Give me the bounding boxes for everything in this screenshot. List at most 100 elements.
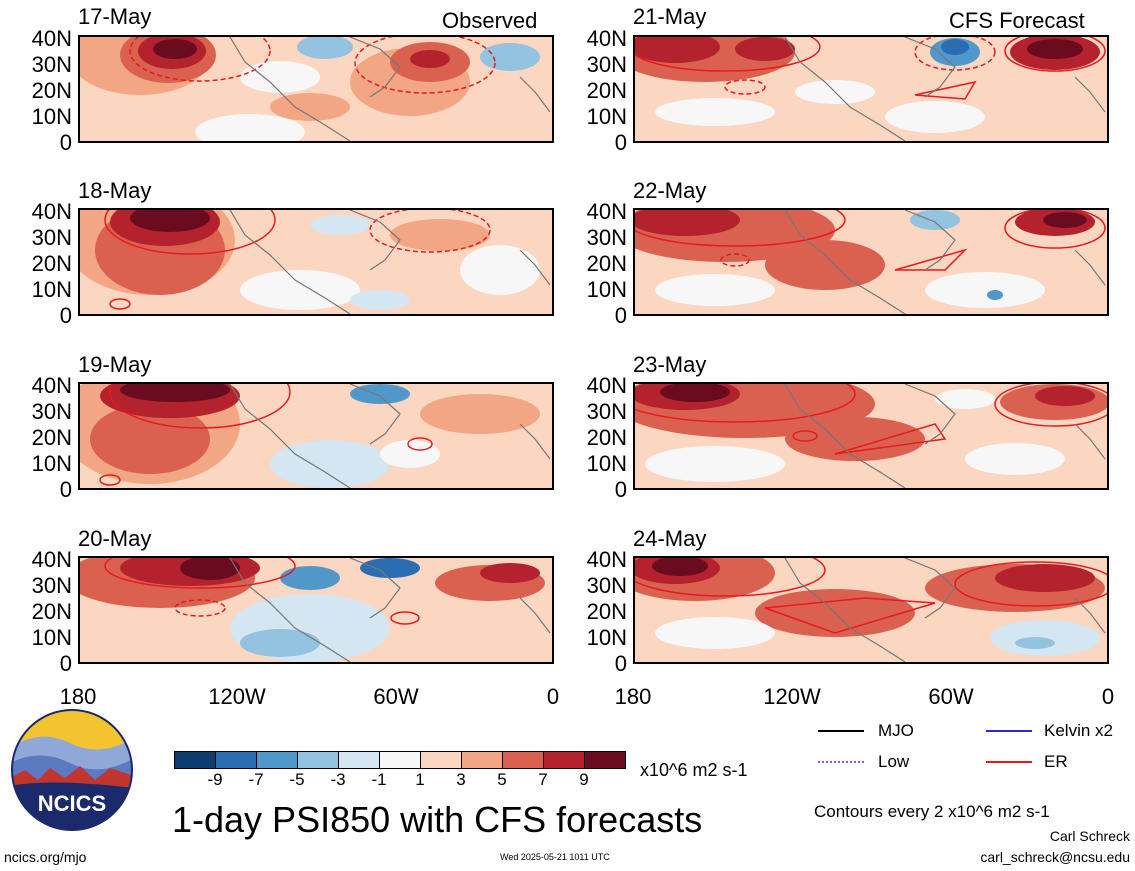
colorbar-tick: -7: [248, 770, 264, 789]
colorbar-tick: -9: [207, 770, 223, 789]
colorbar-tick: 5: [497, 770, 507, 789]
lon-label: 0: [1101, 684, 1115, 709]
psi850-map: [80, 210, 552, 314]
legend-label-mjo: MJO: [878, 721, 914, 740]
map-panel: [78, 35, 554, 143]
footer-email[interactable]: carl_schreck@ncsu.edu: [980, 849, 1130, 865]
lat-label: 40N: [586, 26, 627, 51]
lat-label: 40N: [31, 199, 72, 224]
psi850-map: [80, 384, 552, 488]
contour-note: Contours every 2 x10^6 m2 s-1: [814, 802, 1050, 821]
panel-date-label: 17-May: [78, 4, 152, 29]
lat-label: 40N: [586, 373, 627, 398]
colorbar-swatch: [174, 751, 216, 769]
map-panel: [633, 208, 1109, 316]
legend-line-er: [986, 761, 1032, 763]
lat-label: 30N: [31, 52, 72, 77]
colorbar-tick: 1: [415, 770, 425, 789]
logo-text: NCICS: [38, 791, 106, 816]
colorbar-tick: -5: [289, 770, 305, 789]
colorbar-swatch: [297, 751, 339, 769]
lat-label: 10N: [586, 277, 627, 302]
lon-label: 120W: [208, 684, 266, 709]
figure-title: 1-day PSI850 with CFS forecasts: [172, 799, 703, 840]
lat-label: 40N: [31, 547, 72, 572]
forecast-label: CFS Forecast: [949, 8, 1085, 33]
footer-timestamp: Wed 2025-05-21 1011 UTC: [500, 852, 610, 862]
colorbar-swatch: [256, 751, 298, 769]
lat-label: 30N: [586, 225, 627, 250]
lat-label: 0: [614, 477, 627, 502]
lat-label: 20N: [31, 78, 72, 103]
lat-label: 0: [59, 651, 72, 676]
lon-label: 60W: [928, 684, 974, 709]
colorbar-tick: -3: [330, 770, 346, 789]
colorbar-swatch: [215, 751, 257, 769]
lat-label: 10N: [586, 451, 627, 476]
lat-label: 30N: [586, 573, 627, 598]
lat-label: 10N: [586, 625, 627, 650]
colorbar-swatch: [338, 751, 380, 769]
lat-label: 30N: [31, 573, 72, 598]
lat-label: 0: [614, 303, 627, 328]
map-panel: [78, 208, 554, 316]
lat-label: 40N: [31, 373, 72, 398]
panel-date-label: 19-May: [78, 352, 152, 377]
lat-label: 30N: [31, 399, 72, 424]
psi850-map: [635, 558, 1107, 662]
legend-label-low: Low: [878, 752, 910, 771]
lat-label: 0: [59, 130, 72, 155]
lat-label: 0: [614, 130, 627, 155]
lat-label: 10N: [586, 104, 627, 129]
panel-date-label: 23-May: [633, 352, 707, 377]
lat-label: 10N: [31, 451, 72, 476]
colorbar-units: x10^6 m2 s-1: [640, 760, 748, 780]
lat-label: 40N: [586, 547, 627, 572]
lat-label: 40N: [586, 199, 627, 224]
lon-label: 180: [59, 684, 97, 709]
footer-url[interactable]: ncics.org/mjo: [4, 849, 87, 865]
legend-line-low: [818, 761, 864, 763]
map-panel: [78, 382, 554, 490]
psi850-map: [635, 384, 1107, 488]
lon-label: 120W: [763, 684, 821, 709]
panel-date-label: 22-May: [633, 178, 707, 203]
ncics-logo-icon: NCICS: [11, 709, 133, 831]
panel-date-label: 20-May: [78, 526, 152, 551]
colorbar-tick: 3: [456, 770, 466, 789]
ncics-logo: NCICS: [10, 708, 134, 832]
lat-label: 0: [59, 303, 72, 328]
footer-author: Carl Schreck: [1049, 828, 1130, 844]
legend-label-kelvin: Kelvin x2: [1044, 721, 1113, 740]
lat-label: 10N: [31, 277, 72, 302]
lat-label: 30N: [31, 225, 72, 250]
map-panel: [78, 556, 554, 664]
lat-label: 0: [614, 651, 627, 676]
lat-label: 30N: [586, 52, 627, 77]
lon-label: 0: [546, 684, 560, 709]
psi850-map: [635, 210, 1107, 314]
lat-label: 20N: [586, 78, 627, 103]
panel-date-label: 18-May: [78, 178, 152, 203]
legend-label-er: ER: [1044, 752, 1068, 771]
colorbar-swatch: [379, 751, 421, 769]
lon-label: 180: [614, 684, 652, 709]
colorbar-swatch: [420, 751, 462, 769]
map-panel: [633, 556, 1109, 664]
colorbar-swatch: [584, 751, 626, 769]
colorbar-tick: -1: [371, 770, 387, 789]
lat-label: 20N: [586, 425, 627, 450]
lat-label: 0: [59, 477, 72, 502]
lon-label: 60W: [373, 684, 419, 709]
colorbar-tick: 9: [579, 770, 589, 789]
lat-label: 20N: [31, 251, 72, 276]
legend-line-kelvin: [986, 730, 1032, 732]
lat-label: 30N: [586, 399, 627, 424]
lat-label: 20N: [586, 599, 627, 624]
map-panel: [633, 35, 1109, 143]
colorbar-swatch: [502, 751, 544, 769]
panel-date-label: 24-May: [633, 526, 707, 551]
observed-label: Observed: [442, 8, 538, 33]
psi850-map: [635, 37, 1107, 141]
lat-label: 20N: [31, 599, 72, 624]
